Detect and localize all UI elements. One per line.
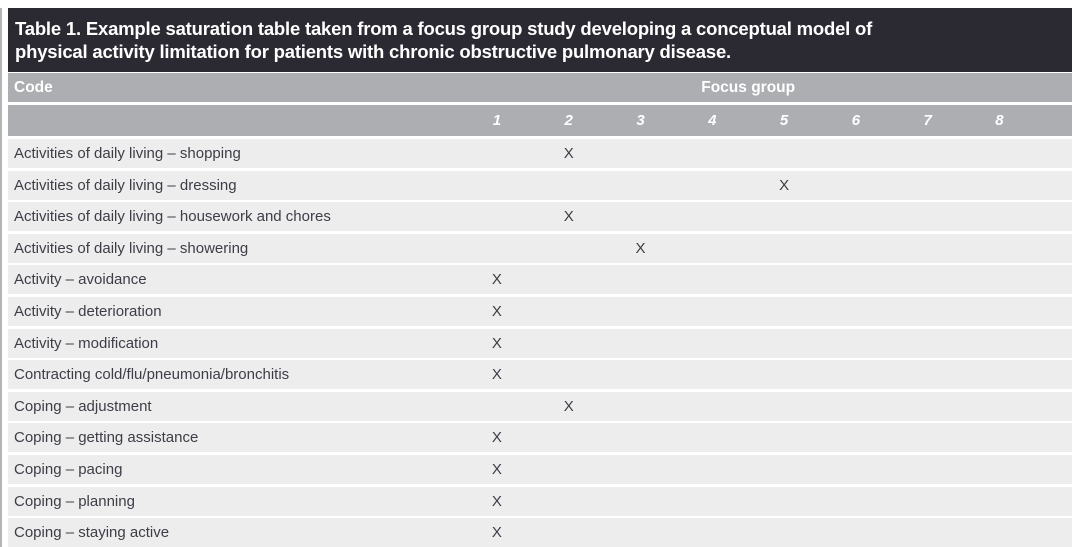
row-label: Activities of daily living – dressing bbox=[14, 176, 237, 194]
saturation-table: Table 1. Example saturation table taken … bbox=[8, 8, 1072, 547]
x-mark-cell: X bbox=[491, 334, 502, 352]
row-label: Activity – modification bbox=[14, 334, 159, 352]
page-margin-line bbox=[0, 8, 2, 547]
x-mark-cell: X bbox=[491, 460, 502, 478]
row-label: Activities of daily living – showering bbox=[14, 239, 249, 257]
row-label: Coping – staying active bbox=[14, 524, 170, 542]
row-label: Coping – planning bbox=[14, 492, 135, 510]
row-label: Coping – adjustment bbox=[14, 397, 152, 415]
x-mark-cell: X bbox=[563, 397, 574, 415]
x-mark-cell: X bbox=[491, 429, 502, 447]
focus-group-header: Focus group bbox=[701, 78, 796, 96]
row-label: Activity – deterioration bbox=[14, 302, 162, 320]
focus-group-column-5: 5 bbox=[779, 112, 789, 129]
x-mark-cell: X bbox=[779, 176, 790, 194]
table-row: Activities of daily living – housework a… bbox=[8, 202, 1072, 232]
table-row: Activity – modification X bbox=[8, 328, 1072, 358]
row-label: Activity – avoidance bbox=[14, 271, 147, 289]
row-label: Activities of daily living – shopping bbox=[14, 145, 241, 162]
focus-group-column-3: 3 bbox=[636, 112, 645, 129]
table-row: Activity – deterioration X bbox=[8, 296, 1072, 326]
table-row: Coping – staying active X bbox=[8, 518, 1072, 547]
table-title: Table 1. Example saturation table taken … bbox=[8, 8, 1072, 72]
focus-group-column-8: 8 bbox=[995, 112, 1004, 129]
table-row: Activities of daily living – shopping X bbox=[8, 139, 1072, 168]
focus-group-column-4: 4 bbox=[708, 112, 717, 129]
row-label: Coping – getting assistance bbox=[14, 429, 199, 447]
table-row: Activities of daily living – dressing X bbox=[8, 170, 1072, 200]
x-mark-cell: X bbox=[563, 208, 574, 226]
header-row-group-numbers: 1 2 3 4 5 6 7 8 bbox=[8, 105, 1072, 136]
row-label: Activities of daily living – housework a… bbox=[14, 208, 331, 226]
x-mark-cell: X bbox=[491, 302, 502, 320]
x-mark-cell: X bbox=[491, 492, 502, 510]
table-row: Coping – pacing X bbox=[8, 454, 1072, 484]
focus-group-column-2: 2 bbox=[564, 112, 573, 129]
table-row: Coping – getting assistance X bbox=[8, 423, 1072, 453]
focus-group-column-7: 7 bbox=[923, 112, 932, 129]
focus-group-column-6: 6 bbox=[851, 112, 861, 129]
header-row-code: Code Focus group bbox=[8, 73, 1072, 102]
x-mark-cell: X bbox=[491, 366, 502, 384]
x-mark-cell: X bbox=[491, 271, 502, 289]
table-row: Activities of daily living – showering X bbox=[8, 233, 1072, 263]
focus-group-column-1: 1 bbox=[492, 112, 502, 129]
table-row: Coping – planning X bbox=[8, 486, 1072, 516]
table-body: Activities of daily living – shopping X … bbox=[8, 139, 1072, 547]
code-column-header: Code bbox=[14, 78, 53, 96]
row-label: Contracting cold/flu/pneumonia/bronchiti… bbox=[14, 366, 290, 384]
table-row: Coping – adjustment X bbox=[8, 391, 1072, 421]
table-row: Activity – avoidance X bbox=[8, 265, 1072, 295]
table-title-line1: Table 1. Example saturation table taken … bbox=[15, 18, 873, 39]
x-mark-cell: X bbox=[491, 524, 502, 542]
x-mark-cell: X bbox=[635, 239, 646, 257]
row-label: Coping – pacing bbox=[14, 460, 123, 478]
table-title-line2: physical activity limitation for patient… bbox=[15, 41, 731, 62]
x-mark-cell: X bbox=[563, 145, 574, 162]
table-row: Contracting cold/flu/pneumonia/bronchiti… bbox=[8, 360, 1072, 390]
